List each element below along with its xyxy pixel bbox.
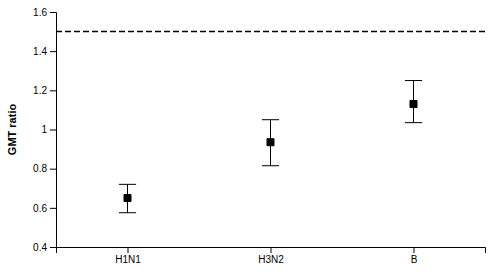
axis-line xyxy=(57,248,486,254)
tick-mark xyxy=(50,51,56,52)
tick: H1N1 xyxy=(115,247,141,265)
tick-label: 0.4 xyxy=(33,242,47,253)
tick-mark xyxy=(128,247,129,253)
error-bar-cap xyxy=(262,119,279,120)
error-bar-cap xyxy=(119,184,136,185)
tick-mark xyxy=(50,12,56,13)
x-axis: H1N1 H3N2 B xyxy=(57,247,486,265)
y-axis: 0.4 0.6 0.8 1 1.2 1.4 1.6 xyxy=(33,7,56,253)
tick-mark xyxy=(50,90,56,91)
plot-area: 0.4 0.6 0.8 1 1.2 1.4 1.6 H1N1 H3N2 B xyxy=(33,7,485,265)
axis-line xyxy=(50,13,57,248)
error-bar-cap xyxy=(119,212,136,213)
tick-label: 0.8 xyxy=(33,163,47,174)
tick-mark xyxy=(414,247,415,253)
error-bar-cap xyxy=(405,80,422,81)
tick-label: 1.2 xyxy=(33,85,47,96)
marks xyxy=(56,32,485,213)
tick-label: 0.6 xyxy=(33,203,47,214)
tick-mark xyxy=(50,130,56,131)
tick: 1.4 xyxy=(33,46,56,57)
error-bar-cap xyxy=(262,165,279,166)
point xyxy=(410,101,417,108)
tick-label: 1.4 xyxy=(33,46,47,57)
tick: H3N2 xyxy=(258,247,284,265)
tick-mark xyxy=(50,208,56,209)
point xyxy=(124,195,131,202)
tick: 0.6 xyxy=(33,203,56,214)
tick-label: H1N1 xyxy=(115,254,141,265)
tick-mark xyxy=(50,169,56,170)
tick: 0.8 xyxy=(33,163,56,174)
tick-mark xyxy=(271,247,272,253)
error-bar xyxy=(119,184,136,212)
tick-label: H3N2 xyxy=(258,254,284,265)
tick-label: 1 xyxy=(41,124,47,135)
tick: 0.4 xyxy=(33,242,56,253)
tick-mark xyxy=(50,247,56,248)
chart: 0.4 0.6 0.8 1 1.2 1.4 1.6 H1N1 H3N2 B GMT ratio xyxy=(0,0,500,275)
tick: 1 xyxy=(41,124,56,135)
y-axis-title: GMT ratio xyxy=(6,104,18,156)
tick: 1.2 xyxy=(33,85,56,96)
tick-label: B xyxy=(411,254,418,265)
error-bar xyxy=(262,120,279,166)
tick: 1.6 xyxy=(33,7,56,18)
error-bar xyxy=(405,81,422,123)
error-bar-cap xyxy=(405,122,422,123)
point xyxy=(267,139,274,146)
reference-line xyxy=(56,31,485,33)
tick-label: 1.6 xyxy=(33,7,47,18)
tick: B xyxy=(411,247,418,265)
